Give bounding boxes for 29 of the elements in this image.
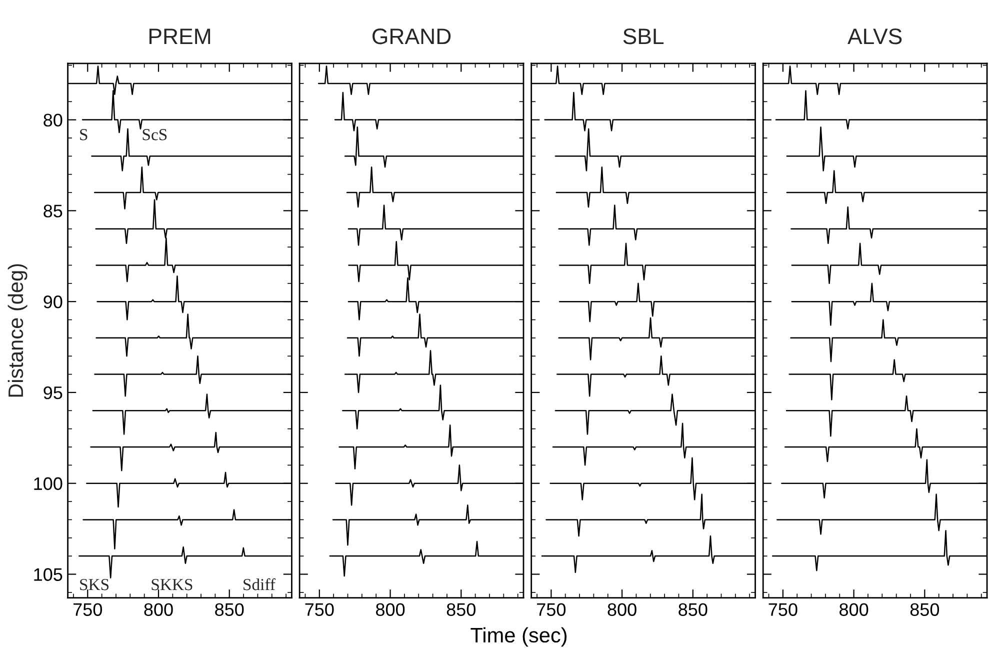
x-tick-label: 850: [678, 603, 708, 616]
x-tick-label: 850: [910, 603, 940, 616]
x-axis-title: Time (sec): [470, 627, 567, 647]
chart-title: GRAND: [372, 28, 451, 44]
y-tick-label: 90: [44, 296, 62, 308]
y-tick-label: 100: [34, 477, 62, 490]
x-tick-label: 800: [144, 603, 173, 616]
x-tick-label: 850: [446, 603, 476, 616]
annotation: SKKS: [152, 579, 192, 590]
chart-title: SBL: [623, 28, 664, 44]
y-tick-label: 105: [34, 568, 62, 581]
x-tick-label: 750: [74, 603, 102, 616]
y-axis-title: Distance (deg): [8, 264, 28, 397]
annotation: S: [80, 129, 88, 140]
annotation: Sdiff: [244, 578, 276, 590]
y-tick-label: 85: [44, 204, 62, 218]
annotation: SKS: [80, 579, 109, 590]
annotation: ScS: [142, 129, 167, 140]
chart-title: ALVS: [848, 28, 902, 44]
x-tick-label: 800: [840, 603, 868, 616]
x-tick-label: 750: [768, 603, 798, 616]
x-tick-label: 750: [305, 603, 334, 616]
x-tick-label: 800: [376, 603, 405, 616]
x-tick-label: 750: [537, 603, 566, 616]
y-tick-label: 80: [44, 114, 62, 127]
x-tick-label: 850: [215, 603, 244, 616]
x-tick-label: 800: [608, 603, 636, 616]
y-tick-label: 95: [44, 386, 62, 400]
chart-title: PREM: [149, 28, 210, 44]
